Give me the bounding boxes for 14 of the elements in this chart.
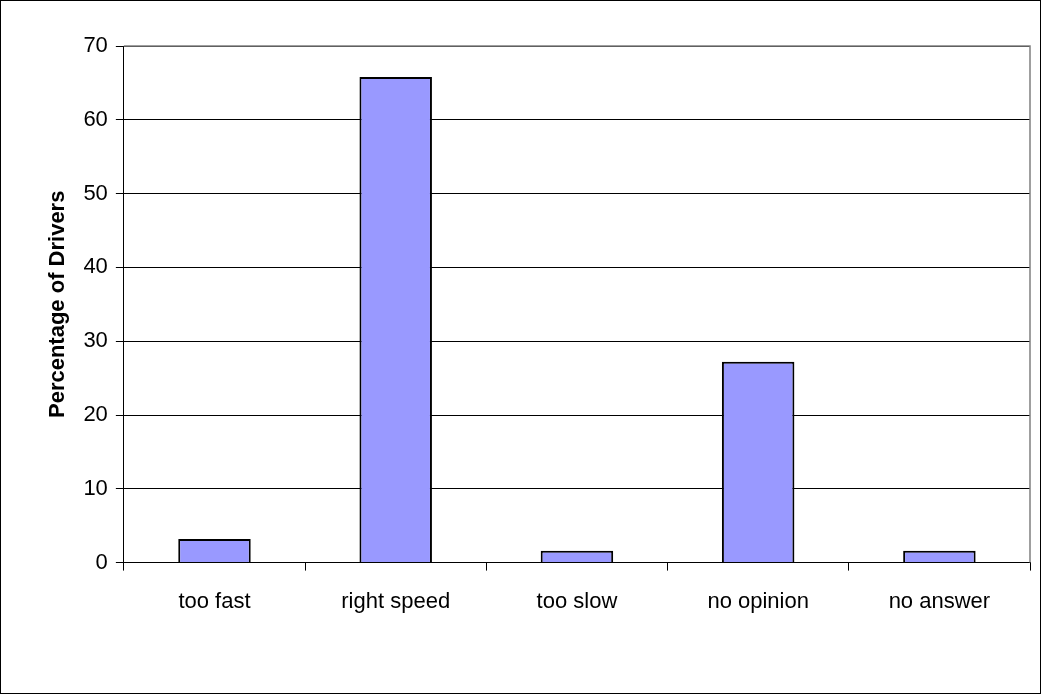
y-tick-label: 40 [83,253,108,279]
x-tick-label: no opinion [707,587,809,613]
y-tick-label: 70 [83,32,108,58]
x-tick-label: right speed [341,587,451,613]
y-axis-title: Percentage of Drivers [44,190,70,419]
x-tick-label: no answer [888,587,991,613]
y-tick-label: 60 [83,105,108,131]
y-tick-label: 0 [95,548,108,574]
x-tick-label: too slow [536,587,618,613]
y-tick-label: 50 [83,179,108,205]
x-tick-label: too fast [178,587,251,613]
y-tick-label: 30 [83,327,108,353]
y-tick-label: 10 [83,474,108,500]
y-tick-label: 20 [83,401,108,427]
